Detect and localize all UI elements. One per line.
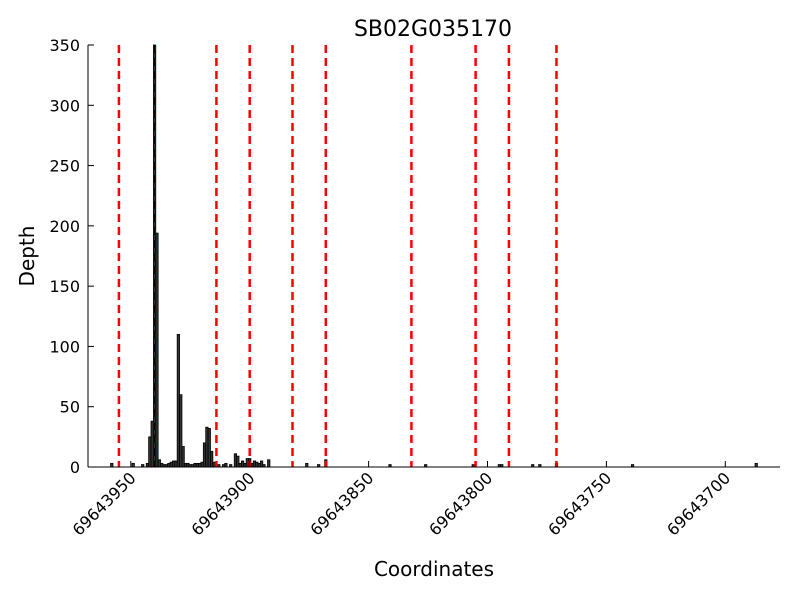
- y-tick-label: 150: [49, 277, 80, 296]
- x-axis-label: Coordinates: [374, 557, 494, 581]
- y-tick-label: 300: [49, 96, 80, 115]
- x-tick-label: 69643850: [306, 468, 377, 539]
- bar: [155, 232, 159, 468]
- bar: [131, 462, 135, 468]
- y-tick-label: 250: [49, 157, 80, 176]
- y-tick-label: 0: [70, 458, 80, 477]
- bar: [305, 462, 309, 468]
- chart-title: SB02G035170: [354, 17, 512, 42]
- x-tick-label: 69643900: [188, 468, 259, 539]
- x-tick-label: 69643950: [69, 468, 140, 539]
- y-tick-label: 350: [49, 36, 80, 55]
- y-tick-label: 100: [49, 337, 80, 356]
- bar: [754, 462, 758, 468]
- x-tick-label: 69643700: [663, 468, 734, 539]
- bar: [224, 462, 228, 468]
- y-tick-label: 50: [60, 398, 80, 417]
- bar: [267, 459, 271, 468]
- x-tick-label: 69643800: [425, 468, 496, 539]
- bar: [212, 461, 216, 468]
- y-tick-label: 200: [49, 217, 80, 236]
- y-axis-label: Depth: [15, 226, 39, 287]
- bar: [110, 462, 114, 468]
- x-tick-label: 69643750: [544, 468, 615, 539]
